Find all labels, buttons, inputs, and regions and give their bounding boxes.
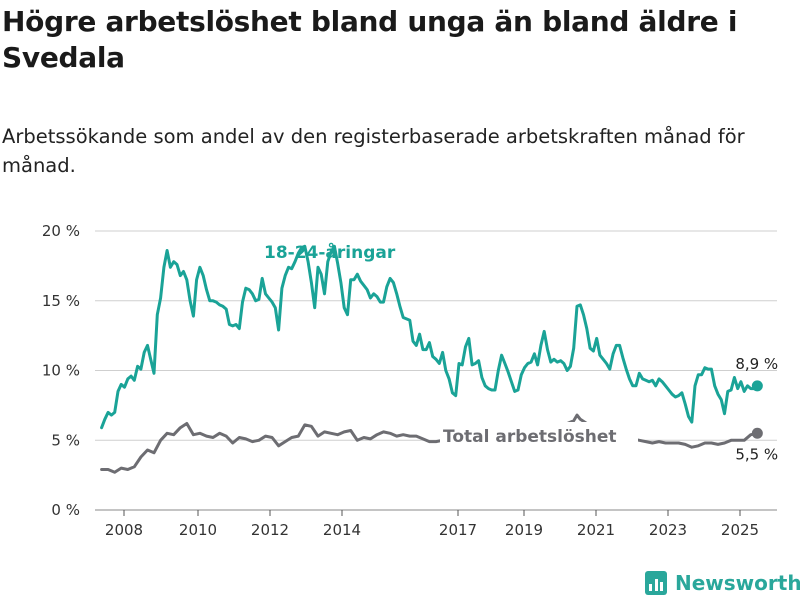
- y-axis-tick-labels: 0 % 5 % 10 % 15 % 20 %: [42, 222, 80, 519]
- chart-subtitle: Arbetssökande som andel av den registerb…: [2, 125, 745, 177]
- x-tick-label: 2021: [577, 521, 615, 539]
- series-line: [100, 244, 759, 430]
- x-tick-label: 2019: [505, 521, 543, 539]
- y-tick-label: 10 %: [42, 362, 80, 380]
- x-axis: 2008 2010 2012 2014 2017 2019 2021 2023 2025: [105, 510, 759, 539]
- series-end-label: 5,5 %: [735, 445, 778, 463]
- x-tick-label: 2010: [179, 521, 217, 539]
- series-end-point: [751, 380, 763, 392]
- series-end-point: [751, 427, 763, 439]
- y-tick-label: 15 %: [42, 292, 80, 310]
- bar-chart-icon: [645, 571, 667, 595]
- line-chart: 0 %5 %10 %15 %20 % 2008 2010 2012 2014 2017 2…: [42, 222, 778, 539]
- series-labels: 8,9 % 5,5 % 18-24-åringar Total arbetslöshe…: [264, 241, 778, 463]
- series-name-label-background: [440, 422, 638, 448]
- x-tick-label: 2008: [105, 521, 143, 539]
- y-tick-label: 20 %: [42, 222, 80, 240]
- series-name-label: 18-24-åringar: [264, 241, 396, 263]
- x-tick-label: 2014: [323, 521, 361, 539]
- x-tick-label: 2025: [721, 521, 759, 539]
- series-lines: [100, 244, 763, 474]
- brand-name: Newsworthy: [675, 571, 800, 595]
- series-name-label: Total arbetslöshet: [443, 427, 617, 447]
- series-end-label: 8,9 %: [735, 355, 778, 373]
- series-line: [100, 413, 759, 474]
- y-tick-label: 0 %: [51, 501, 80, 519]
- brand-logo[interactable]: Newsworthy: [645, 568, 800, 598]
- y-tick-label: 5 %: [51, 431, 80, 449]
- x-tick-label: 2017: [439, 521, 477, 539]
- x-tick-label: 2012: [251, 521, 289, 539]
- x-tick-label: 2023: [649, 521, 687, 539]
- chart-title: Högre arbetslöshet bland unga än bland ä…: [2, 5, 738, 74]
